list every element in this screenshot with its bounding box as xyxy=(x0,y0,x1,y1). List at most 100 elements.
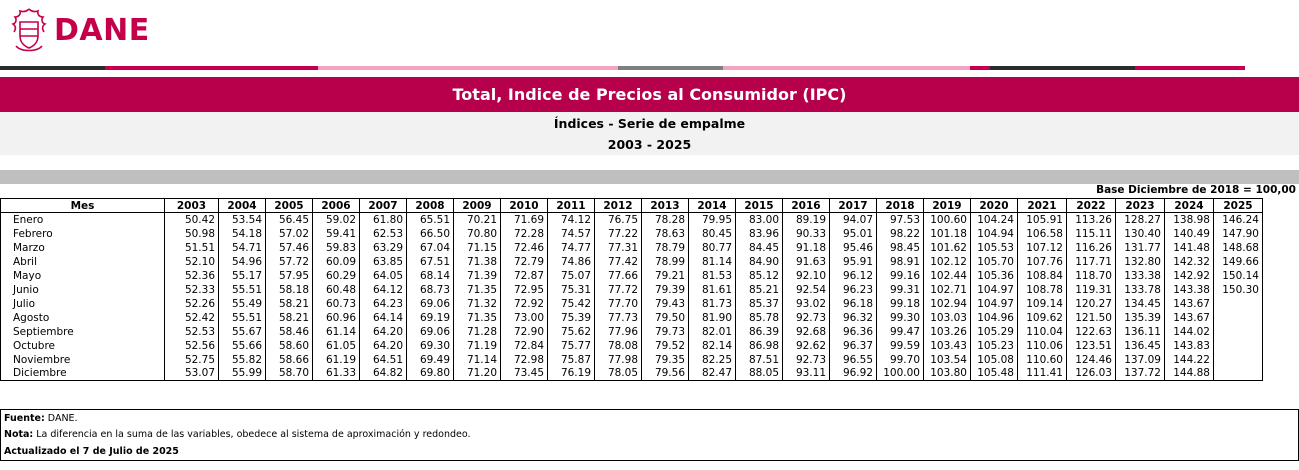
subtitle-panel xyxy=(0,112,1299,155)
month-cell: Febrero xyxy=(0,226,165,241)
value-cell: 111.41 xyxy=(1017,366,1067,381)
value-cell: 70.21 xyxy=(453,212,501,227)
header-year: 2015 xyxy=(735,198,783,213)
value-cell: 102.12 xyxy=(923,254,971,269)
value-cell: 72.28 xyxy=(500,226,548,241)
value-cell: 62.53 xyxy=(359,226,407,241)
value-cell: 72.95 xyxy=(500,282,548,297)
value-cell: 55.67 xyxy=(218,324,266,339)
value-cell: 144.88 xyxy=(1164,366,1214,381)
value-cell: 81.53 xyxy=(688,268,736,283)
header-year: 2003 xyxy=(164,198,219,213)
stripe-segment xyxy=(970,66,990,70)
value-cell: 101.62 xyxy=(923,240,971,255)
month-cell: Junio xyxy=(0,282,165,297)
table-row: Agosto 52.42 55.51 58.21 60.96 64.14 69.19 71.3… xyxy=(0,310,1263,325)
value-cell: 68.73 xyxy=(406,282,454,297)
value-cell: 89.19 xyxy=(782,212,830,227)
value-cell: 73.00 xyxy=(500,310,548,325)
value-cell: 79.35 xyxy=(641,352,689,367)
stripe-segment xyxy=(105,66,318,70)
value-cell: 109.62 xyxy=(1017,310,1067,325)
value-cell: 79.39 xyxy=(641,282,689,297)
value-cell: 69.19 xyxy=(406,310,454,325)
month-cell: Septiembre xyxy=(0,324,165,339)
value-cell: 121.50 xyxy=(1066,310,1116,325)
header-year: 2013 xyxy=(641,198,689,213)
stripe-segment xyxy=(318,66,618,70)
value-cell: 83.96 xyxy=(735,226,783,241)
value-cell: 61.80 xyxy=(359,212,407,227)
value-cell: 52.75 xyxy=(164,352,219,367)
value-cell: 104.97 xyxy=(970,296,1018,311)
value-cell: 77.96 xyxy=(594,324,642,339)
header-year: 2024 xyxy=(1164,198,1214,213)
value-cell: 82.25 xyxy=(688,352,736,367)
value-cell: 105.08 xyxy=(970,352,1018,367)
header-year: 2007 xyxy=(359,198,407,213)
value-cell: 146.24 xyxy=(1213,212,1263,227)
updated-date: Actualizado el 7 de Julio de 2025 xyxy=(4,446,179,457)
value-cell: 55.49 xyxy=(218,296,266,311)
table-row: Noviembre 52.75 55.82 58.66 61.19 64.51 69.49 7… xyxy=(0,352,1263,367)
value-cell: 99.47 xyxy=(876,324,924,339)
table-row: Abril 52.10 54.96 57.72 60.09 63.85 67.51 71.38… xyxy=(0,254,1263,269)
series-subtitle: Índices - Serie de empalme xyxy=(553,116,746,131)
value-cell: 135.39 xyxy=(1115,310,1165,325)
month-cell: Diciembre xyxy=(0,366,165,381)
value-cell: 104.96 xyxy=(970,310,1018,325)
value-cell: 105.48 xyxy=(970,366,1018,381)
value-cell: 64.05 xyxy=(359,268,407,283)
value-cell: 72.98 xyxy=(500,352,548,367)
header-year: 2020 xyxy=(970,198,1018,213)
header-year: 2019 xyxy=(923,198,971,213)
value-cell: 85.37 xyxy=(735,296,783,311)
value-cell: 99.59 xyxy=(876,338,924,353)
value-cell: 117.71 xyxy=(1066,254,1116,269)
value-cell xyxy=(1213,324,1263,339)
value-cell: 143.38 xyxy=(1164,282,1214,297)
value-cell: 150.14 xyxy=(1213,268,1263,283)
month-cell: Mayo xyxy=(0,268,165,283)
value-cell: 72.79 xyxy=(500,254,548,269)
stripe-segment xyxy=(618,66,723,70)
value-cell: 128.27 xyxy=(1115,212,1165,227)
value-cell: 115.11 xyxy=(1066,226,1116,241)
value-cell: 144.02 xyxy=(1164,324,1214,339)
value-cell: 105.53 xyxy=(970,240,1018,255)
value-cell: 78.99 xyxy=(641,254,689,269)
value-cell: 107.12 xyxy=(1017,240,1067,255)
value-cell: 74.86 xyxy=(547,254,595,269)
value-cell: 78.28 xyxy=(641,212,689,227)
value-cell: 64.20 xyxy=(359,324,407,339)
value-cell: 91.63 xyxy=(782,254,830,269)
dane-logo[interactable]: DANE xyxy=(10,5,150,55)
header-year: 2006 xyxy=(312,198,360,213)
value-cell: 57.46 xyxy=(265,240,313,255)
footer-notes: Fuente: DANE. Nota: La diferencia en la … xyxy=(0,409,1299,461)
value-cell: 79.21 xyxy=(641,268,689,283)
value-cell: 64.14 xyxy=(359,310,407,325)
value-cell: 119.31 xyxy=(1066,282,1116,297)
value-cell: 79.43 xyxy=(641,296,689,311)
value-cell: 61.19 xyxy=(312,352,360,367)
value-cell: 88.05 xyxy=(735,366,783,381)
value-cell: 91.18 xyxy=(782,240,830,255)
value-cell: 71.35 xyxy=(453,310,501,325)
value-cell: 67.51 xyxy=(406,254,454,269)
value-cell: 147.90 xyxy=(1213,226,1263,241)
value-cell: 82.01 xyxy=(688,324,736,339)
value-cell: 69.06 xyxy=(406,324,454,339)
value-cell: 77.22 xyxy=(594,226,642,241)
value-cell: 104.94 xyxy=(970,226,1018,241)
value-cell: 79.95 xyxy=(688,212,736,227)
value-cell: 57.02 xyxy=(265,226,313,241)
value-cell: 85.78 xyxy=(735,310,783,325)
value-cell: 82.47 xyxy=(688,366,736,381)
value-cell: 108.84 xyxy=(1017,268,1067,283)
value-cell: 79.52 xyxy=(641,338,689,353)
value-cell: 103.03 xyxy=(923,310,971,325)
source-value: DANE. xyxy=(44,413,78,424)
value-cell: 130.40 xyxy=(1115,226,1165,241)
value-cell: 79.73 xyxy=(641,324,689,339)
